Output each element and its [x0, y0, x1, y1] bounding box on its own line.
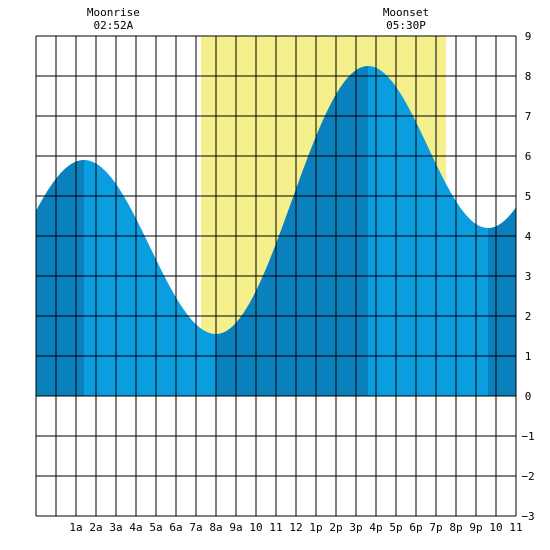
- tide-segment: [84, 160, 216, 396]
- tide-area: [36, 66, 516, 396]
- x-axis-ticks: 1a 2a 3a 4a 5a 6a 7a 8a 9a 10 11 12 1p 2p 3p 4p 5p 6p 7p 8p…: [69, 521, 522, 534]
- moon-event-time: 05:30P: [386, 19, 426, 32]
- x-tick-label: 4a: [129, 521, 142, 534]
- y-tick-label: 8: [525, 70, 532, 83]
- x-tick-label: 3p: [349, 521, 362, 534]
- x-tick-label: 8a: [209, 521, 222, 534]
- y-tick-label: −1: [521, 430, 534, 443]
- tide-segment: [488, 207, 516, 396]
- y-tick-label: 1: [525, 350, 532, 363]
- y-tick-label: −3: [521, 510, 534, 523]
- y-tick-label: −2: [521, 470, 534, 483]
- y-tick-label: 5: [525, 190, 532, 203]
- tide-segment: [368, 66, 488, 396]
- x-tick-label: 1a: [69, 521, 82, 534]
- y-tick-label: 4: [525, 230, 532, 243]
- y-tick-label: 2: [525, 310, 532, 323]
- y-axis-ticks: −3 −2 −1 0 1 2 3 4 5 6 7 8 9: [521, 30, 534, 523]
- x-tick-label: 11: [509, 521, 522, 534]
- x-tick-label: 7a: [189, 521, 202, 534]
- tide-segment: [36, 160, 84, 396]
- y-tick-label: 9: [525, 30, 532, 43]
- x-tick-label: 6a: [169, 521, 182, 534]
- x-tick-label: 4p: [369, 521, 382, 534]
- x-tick-label: 2a: [89, 521, 102, 534]
- moon-event-time: 02:52A: [94, 19, 134, 32]
- x-tick-label: 1p: [309, 521, 322, 534]
- x-tick-label: 6p: [409, 521, 422, 534]
- x-tick-label: 3a: [109, 521, 122, 534]
- x-tick-label: 10: [249, 521, 262, 534]
- moon-event-title: Moonrise: [87, 6, 140, 19]
- x-tick-label: 7p: [429, 521, 442, 534]
- y-tick-label: 6: [525, 150, 532, 163]
- x-tick-label: 2p: [329, 521, 342, 534]
- tide-segment: [216, 66, 368, 396]
- y-tick-label: 0: [525, 390, 532, 403]
- y-tick-label: 7: [525, 110, 532, 123]
- x-tick-label: 9p: [469, 521, 482, 534]
- x-tick-label: 12: [289, 521, 302, 534]
- x-tick-label: 10: [489, 521, 502, 534]
- y-tick-label: 3: [525, 270, 532, 283]
- x-tick-label: 5p: [389, 521, 402, 534]
- grid: [35, 35, 517, 517]
- x-tick-label: 8p: [449, 521, 462, 534]
- x-tick-label: 9a: [229, 521, 242, 534]
- x-tick-label: 5a: [149, 521, 162, 534]
- moon-event-title: Moonset: [383, 6, 429, 19]
- x-tick-label: 11: [269, 521, 282, 534]
